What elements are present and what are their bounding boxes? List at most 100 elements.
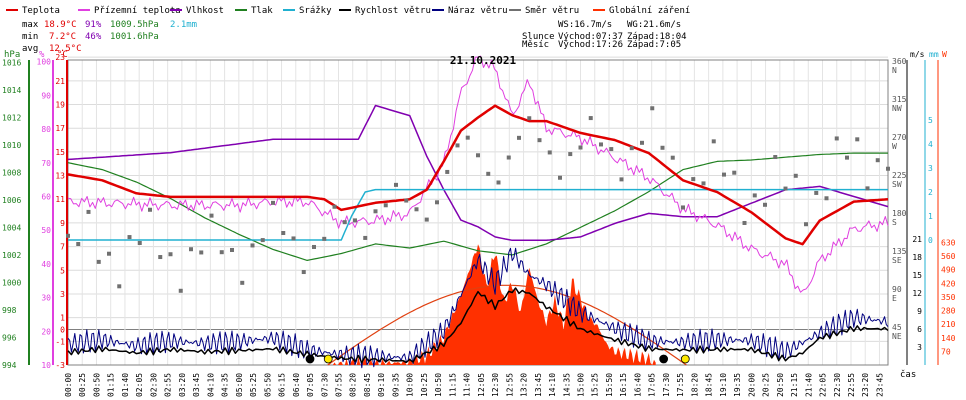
stats-max-hum: 91% bbox=[85, 20, 102, 30]
stats-moon-set: Západ:7:05 bbox=[627, 40, 681, 50]
wind-direction-point bbox=[824, 196, 829, 201]
tick-label-time: 16:40 bbox=[633, 373, 642, 397]
wind-direction-point bbox=[763, 202, 767, 207]
tick-label-c: 1 bbox=[60, 314, 65, 323]
stats-ws: WS:16.7m/s bbox=[558, 20, 612, 30]
wind-direction-point bbox=[66, 233, 70, 238]
stats-sun-label: Slunce bbox=[522, 32, 555, 42]
tick-label-w: 560 bbox=[941, 252, 956, 261]
wind-direction-point bbox=[875, 158, 880, 163]
tick-label-mm: 4 bbox=[928, 140, 933, 149]
tick-label-c: 7 bbox=[60, 243, 65, 252]
tick-label-hpa: 1012 bbox=[2, 113, 21, 122]
tick-label-hpa: 1002 bbox=[2, 251, 21, 260]
tick-label-time: 09:10 bbox=[377, 373, 386, 397]
wind-direction-point bbox=[260, 238, 265, 243]
tick-label-c: 0 bbox=[60, 325, 65, 334]
series-sr-ky bbox=[68, 188, 888, 241]
tick-label-time: 17:05 bbox=[648, 373, 657, 397]
tick-label-direction: N bbox=[892, 66, 897, 75]
tick-label-c: 11 bbox=[55, 195, 65, 204]
tick-label-pct: 10 bbox=[41, 361, 51, 370]
wind-direction-point bbox=[691, 177, 696, 182]
tick-label-time: 15:00 bbox=[577, 373, 586, 397]
tick-label-c: 17 bbox=[55, 124, 65, 133]
tick-label-time: 09:35 bbox=[391, 373, 400, 397]
wind-direction-point bbox=[845, 155, 849, 160]
wind-direction-point bbox=[301, 270, 306, 275]
tick-label-w: 70 bbox=[941, 347, 951, 356]
axis-title-pct: % bbox=[39, 50, 45, 60]
wind-direction-point bbox=[670, 155, 675, 160]
series-p-zemn-teplota bbox=[67, 55, 889, 293]
series-lines bbox=[66, 55, 890, 369]
wind-direction-point bbox=[506, 155, 511, 160]
wind-direction-point bbox=[865, 186, 870, 191]
tick-label-c: 5 bbox=[60, 266, 65, 275]
axis-title-hpa: hPa bbox=[4, 50, 20, 60]
wind-direction-point bbox=[107, 251, 111, 256]
tick-label-pct: 30 bbox=[41, 294, 51, 303]
tick-label-time: 23:45 bbox=[875, 373, 884, 397]
tick-label-ms: 9 bbox=[917, 307, 922, 316]
legend-item: Směr větru bbox=[525, 6, 579, 16]
wind-direction-point bbox=[558, 175, 562, 180]
series-tlak bbox=[67, 152, 888, 261]
tick-label-time: 08:20 bbox=[349, 373, 358, 397]
tick-label-time: 10:00 bbox=[406, 373, 415, 397]
tick-label-direction: S bbox=[892, 218, 897, 227]
tick-label-time: 04:10 bbox=[206, 373, 215, 397]
tick-label-time: 11:40 bbox=[463, 373, 472, 397]
tick-label-direction: SE bbox=[892, 256, 902, 265]
wind-direction-point bbox=[640, 140, 644, 145]
chart-title: 21.10.2021 bbox=[450, 54, 517, 67]
wind-direction-point bbox=[732, 170, 737, 175]
tick-label-time: 02:30 bbox=[149, 373, 158, 397]
tick-label-time: 18:20 bbox=[690, 373, 699, 397]
left-axes: 1016101410121010100810061004100210009989… bbox=[2, 53, 68, 370]
wind-direction-point bbox=[793, 173, 798, 178]
tick-label-time: 07:55 bbox=[334, 373, 343, 397]
stats-avg-temp: 12.5°C bbox=[49, 44, 82, 54]
tick-label-time: 10:50 bbox=[434, 373, 443, 397]
tick-label-w: 210 bbox=[941, 320, 956, 329]
stats-max-press: 1009.5hPa bbox=[110, 20, 159, 30]
tick-label-time: 22:55 bbox=[847, 373, 856, 397]
wind-direction-point bbox=[783, 186, 788, 191]
wind-direction-point bbox=[752, 193, 757, 198]
tick-label-direction: 180 bbox=[892, 209, 907, 218]
tick-label-hpa: 1008 bbox=[2, 168, 21, 177]
tick-label-pct: 80 bbox=[41, 125, 51, 134]
axis-title-time: čas bbox=[900, 369, 916, 380]
wind-direction-point bbox=[834, 136, 839, 141]
legend-item: Srážky bbox=[299, 6, 332, 16]
tick-label-time: 11:15 bbox=[448, 373, 457, 397]
tick-label-hpa: 998 bbox=[2, 306, 17, 315]
stats-min-label: min bbox=[22, 32, 38, 42]
tick-label-c: 19 bbox=[55, 101, 65, 110]
tick-label-time: 02:55 bbox=[164, 373, 173, 397]
tick-label-w: 490 bbox=[941, 266, 956, 275]
wind-direction-point bbox=[168, 252, 173, 257]
stats-max-temp: 18.9°C bbox=[44, 20, 77, 30]
marker-slunce-v-chod bbox=[323, 354, 333, 364]
wind-direction-point bbox=[619, 177, 624, 182]
tick-label-mm: 1 bbox=[928, 212, 933, 221]
wind-direction-point bbox=[373, 209, 378, 214]
stats-wg: WG:21.6m/s bbox=[627, 20, 681, 30]
tick-label-hpa: 994 bbox=[2, 361, 17, 370]
wind-direction-point bbox=[773, 155, 778, 160]
tick-label-time: 12:30 bbox=[491, 373, 500, 397]
tick-label-direction: 135 bbox=[892, 247, 907, 256]
wind-direction-point bbox=[588, 116, 593, 121]
wind-direction-point bbox=[96, 259, 101, 264]
tick-label-pct: 20 bbox=[41, 327, 51, 336]
legend-item: Náraz větru bbox=[448, 6, 508, 16]
tick-label-c: 3 bbox=[60, 290, 65, 299]
series-rychlost-v-tru bbox=[67, 287, 889, 364]
wind-direction-point bbox=[711, 139, 716, 144]
series-n-raz-v-tru bbox=[67, 247, 889, 369]
tick-label-time: 13:45 bbox=[534, 373, 543, 397]
tick-label-ms: 6 bbox=[917, 325, 922, 334]
tick-label-ms: 18 bbox=[912, 253, 922, 262]
